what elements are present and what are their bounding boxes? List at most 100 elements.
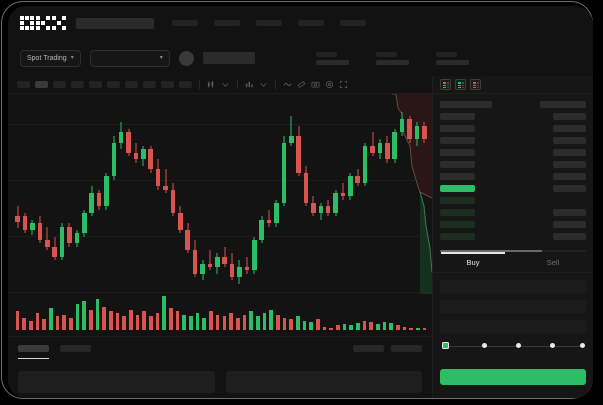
pair-select-dropdown[interactable]: ▾: [89, 49, 170, 67]
nav-item-4[interactable]: [340, 20, 366, 26]
orderbook-row[interactable]: [440, 124, 586, 132]
orderbook-rows[interactable]: [433, 94, 593, 240]
volume-bar: [162, 296, 167, 330]
market-stat-0: [315, 51, 349, 65]
order-price-field[interactable]: [440, 280, 586, 293]
price-chart-panel[interactable]: [8, 94, 432, 336]
interval-button-6[interactable]: [125, 81, 138, 88]
candle: [222, 246, 227, 267]
orderbook-size-cell: [553, 124, 586, 132]
nav-item-2[interactable]: [256, 20, 282, 26]
market-subheader: Spot Trading ▾ ▾: [8, 40, 593, 76]
orderbook-both-icon[interactable]: [440, 79, 451, 90]
orderbook-row[interactable]: [440, 172, 586, 180]
volume-bar: [175, 311, 180, 330]
orderbook-row[interactable]: [440, 136, 586, 144]
orderbook-price-cell: [440, 100, 492, 108]
slider-step-4[interactable]: [579, 343, 585, 348]
interval-button-9[interactable]: [179, 81, 192, 88]
candle: [178, 206, 183, 234]
chevron-down-icon[interactable]: [259, 80, 268, 89]
orders-card-1[interactable]: [225, 371, 422, 393]
okx-logo[interactable]: [20, 16, 66, 30]
orderbook-row[interactable]: [440, 220, 586, 228]
candle: [340, 182, 346, 200]
volume-bar: [409, 327, 414, 330]
nav-item-3[interactable]: [298, 20, 324, 26]
orderbook-scrollbar[interactable]: [440, 250, 586, 252]
interval-button-2[interactable]: [53, 81, 66, 88]
candlestick-icon[interactable]: [207, 80, 216, 89]
candle: [422, 122, 427, 143]
orders-action-0[interactable]: [353, 345, 384, 352]
volume-bar: [315, 319, 320, 330]
orderbook-row[interactable]: [440, 148, 586, 156]
orderbook-price-cell: [440, 136, 475, 144]
orderbook-row[interactable]: [440, 100, 586, 108]
interval-button-7[interactable]: [143, 81, 156, 88]
interval-button-4[interactable]: [89, 81, 102, 88]
nav-item-1[interactable]: [214, 20, 240, 26]
interval-button-0[interactable]: [17, 81, 30, 88]
volume-bar: [215, 314, 220, 330]
volume-bar: [222, 316, 227, 330]
candle: [296, 125, 301, 177]
orders-tab-0[interactable]: [18, 345, 49, 359]
orderbook-row[interactable]: [440, 196, 586, 204]
camera-icon[interactable]: [311, 80, 320, 89]
amount-slider[interactable]: [442, 342, 585, 352]
slider-handle[interactable]: [442, 342, 449, 349]
candle: [22, 213, 28, 234]
volume-bar: [309, 322, 313, 330]
settings-icon[interactable]: [325, 80, 334, 89]
orders-tab-1[interactable]: [60, 345, 91, 352]
orderbook-bids-icon[interactable]: [455, 79, 466, 90]
ruler-icon[interactable]: [297, 80, 306, 89]
order-total-field[interactable]: [440, 320, 586, 333]
tab-buy[interactable]: Buy: [433, 252, 513, 272]
slider-step-3[interactable]: [549, 343, 555, 348]
tab-sell[interactable]: Sell: [546, 258, 560, 267]
fullscreen-icon[interactable]: [339, 80, 348, 89]
candle: [362, 142, 368, 187]
order-amount-field[interactable]: [440, 300, 586, 313]
candle: [44, 226, 50, 251]
volume-bar: [209, 311, 213, 330]
volume-bar: [235, 317, 240, 330]
market-stat-1: [375, 51, 409, 65]
volume-bar: [249, 311, 253, 330]
orders-card-0[interactable]: [18, 371, 215, 393]
place-order-button[interactable]: [440, 369, 586, 385]
chevron-down-icon[interactable]: [221, 80, 230, 89]
volume-bar: [282, 317, 287, 330]
orderbook-row[interactable]: [440, 208, 586, 216]
interval-button-3[interactable]: [71, 81, 84, 88]
line-chart-icon[interactable]: [283, 80, 292, 89]
market-type-dropdown[interactable]: Spot Trading ▾: [20, 49, 81, 67]
orderbook-row[interactable]: [440, 184, 586, 192]
volume-bar: [149, 316, 153, 330]
indicator-icon[interactable]: [245, 80, 254, 89]
interval-button-8[interactable]: [161, 81, 174, 88]
candle: [311, 196, 316, 217]
okx-trading-app: Spot Trading ▾ ▾: [8, 6, 593, 398]
interval-button-5[interactable]: [107, 81, 120, 88]
slider-step-2[interactable]: [515, 343, 521, 348]
candle: [74, 229, 80, 247]
orderbook-asks-icon[interactable]: [470, 79, 481, 90]
orderbook-row[interactable]: [440, 232, 586, 240]
orderbook-row[interactable]: [440, 160, 586, 168]
volume-bar: [95, 299, 100, 330]
interval-button-1[interactable]: [35, 81, 48, 88]
candle: [281, 135, 287, 207]
market-stat-value: [375, 59, 409, 65]
nav-item-0[interactable]: [172, 20, 198, 26]
slider-step-1[interactable]: [481, 343, 487, 348]
orders-action-1[interactable]: [391, 345, 422, 352]
volume-bar: [275, 314, 280, 330]
volume-bar: [202, 317, 207, 330]
volume-bar: [75, 303, 80, 330]
orderbook-row[interactable]: [440, 112, 586, 120]
search-input[interactable]: [76, 17, 154, 29]
volume-bar: [155, 313, 160, 330]
